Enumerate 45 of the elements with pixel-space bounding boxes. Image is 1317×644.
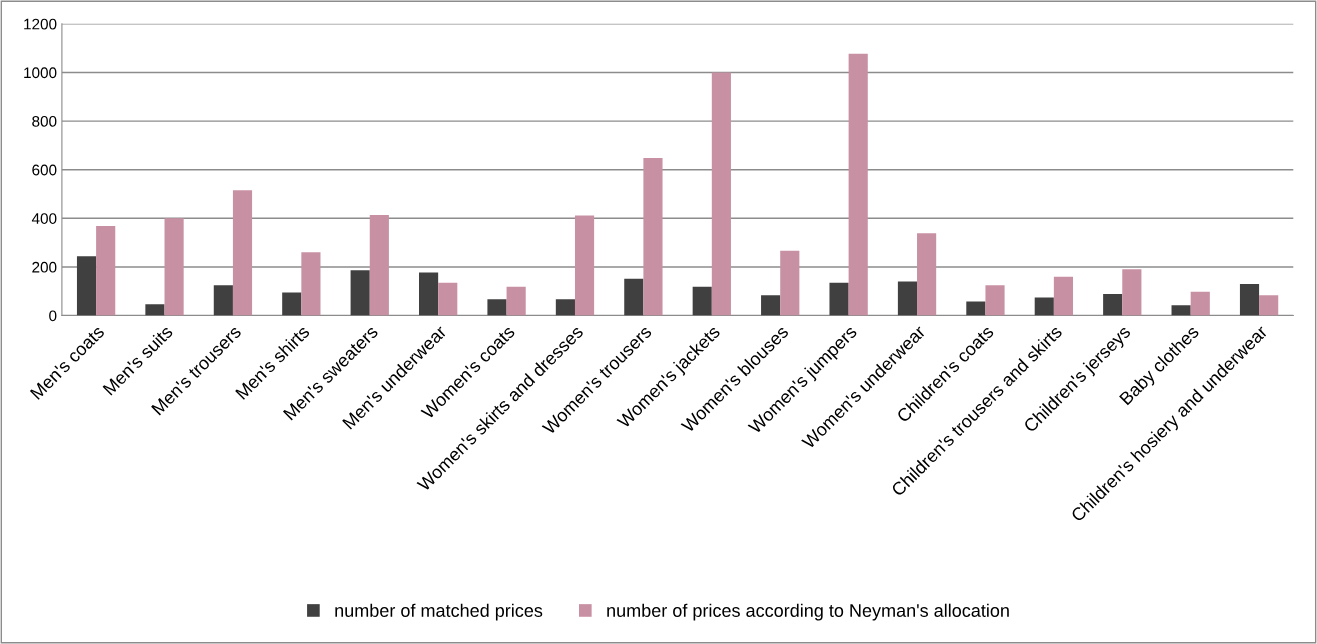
y-tick-label: 1200	[24, 18, 57, 30]
bar	[145, 304, 165, 316]
bar	[164, 218, 184, 316]
y-tick-label: 1000	[24, 67, 57, 79]
y-tick-label: 0	[49, 310, 57, 322]
bar	[232, 190, 253, 316]
bar	[711, 72, 731, 316]
bar	[574, 215, 595, 316]
legend-label: number of matched prices	[335, 603, 543, 621]
bar	[419, 272, 439, 316]
y-tick-label: 400	[31, 213, 57, 224]
bar	[829, 282, 849, 316]
bar	[438, 282, 458, 316]
bar	[282, 292, 302, 316]
y-tick-label: 600	[32, 164, 57, 176]
bar	[1171, 305, 1191, 316]
bar	[897, 281, 918, 316]
bar	[1239, 283, 1260, 316]
bar	[780, 250, 800, 316]
legend-label: number of prices according to Neyman's allocation	[607, 603, 1009, 621]
bar	[369, 214, 389, 316]
bar	[1259, 295, 1279, 316]
bar	[96, 226, 116, 316]
y-tick-label: 800	[32, 115, 57, 127]
bar	[643, 158, 663, 316]
bar	[624, 278, 644, 316]
bar	[76, 256, 97, 316]
bar	[1122, 269, 1142, 316]
bar	[692, 286, 712, 316]
bar	[966, 301, 986, 316]
bar	[917, 233, 937, 316]
bar	[555, 299, 575, 316]
bar	[350, 270, 370, 316]
bar	[301, 252, 321, 316]
y-tick-label: 200	[32, 261, 57, 273]
bar	[761, 295, 781, 316]
bar	[1053, 276, 1074, 316]
bar	[985, 285, 1005, 316]
bar	[848, 53, 868, 316]
bar	[1190, 291, 1210, 316]
bar	[1034, 297, 1054, 316]
bar	[487, 299, 507, 316]
bar	[213, 285, 233, 316]
bar	[506, 286, 526, 316]
bar	[1103, 293, 1123, 316]
